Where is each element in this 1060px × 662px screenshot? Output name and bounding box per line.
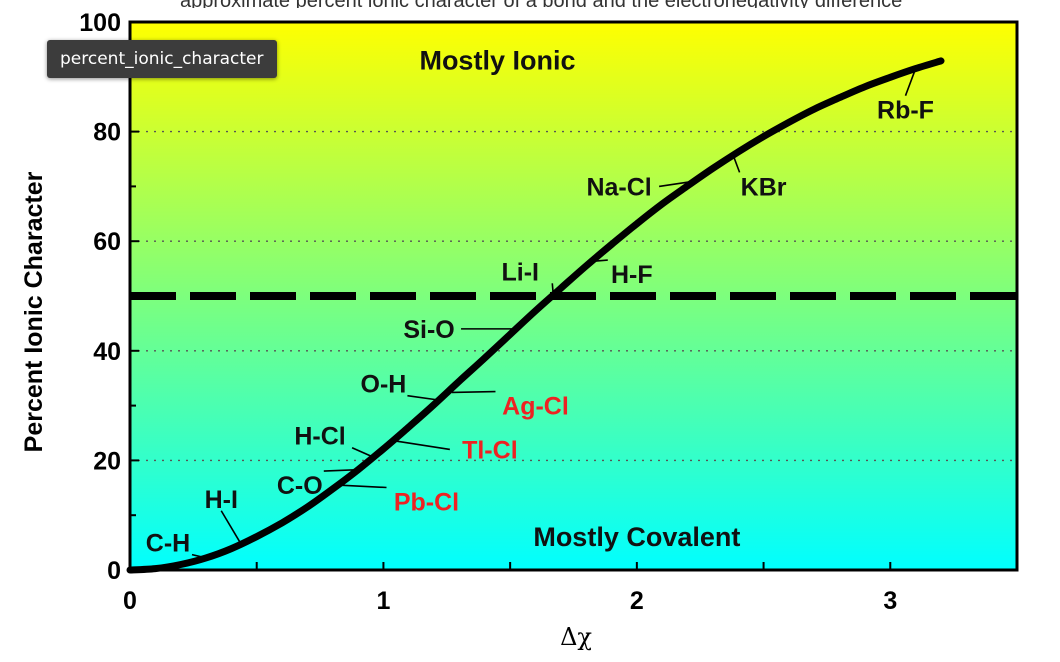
x-axis-label: Δχ	[560, 623, 592, 651]
bond-label: Pb-Cl	[394, 489, 459, 517]
x-tick-label: 1	[376, 587, 390, 615]
annotation-leader	[191, 553, 207, 559]
plot-frame	[128, 20, 1019, 572]
annotation-leader	[351, 447, 374, 458]
annotation-leader	[337, 484, 387, 489]
bond-label: Na-Cl	[586, 173, 651, 201]
annotation-leader	[732, 154, 741, 173]
annotation-leader	[551, 283, 555, 295]
y-tick-label: 80	[93, 119, 121, 147]
bond-label: Si-O	[403, 316, 454, 344]
bond-label: C-O	[277, 472, 323, 500]
annotation-leader	[451, 390, 496, 394]
ionic-character-curve	[126, 57, 945, 574]
y-axis-label: Percent Ionic Character	[20, 171, 48, 452]
bond-label: Tl-Cl	[462, 436, 518, 464]
y-tick-label: 0	[107, 557, 121, 585]
y-tick-label: 40	[93, 338, 121, 366]
annotation-leader	[407, 394, 440, 401]
y-tick-label: 100	[79, 9, 121, 37]
bond-label: Rb-F	[877, 97, 934, 125]
region-label: Mostly Covalent	[533, 522, 740, 552]
cropped-caption-fragment: approximate percent ionic character of a…	[180, 0, 1060, 8]
bond-label: KBr	[741, 173, 787, 201]
y-tick-label: 60	[93, 228, 121, 256]
x-tick-label: 0	[123, 587, 137, 615]
annotation-leader	[591, 259, 608, 263]
region-label: Mostly Ionic	[419, 45, 575, 75]
y-tick-label: 20	[93, 447, 121, 475]
tooltip: percent_ionic_character	[47, 40, 277, 78]
bond-label: Ag-Cl	[502, 393, 569, 421]
bond-label: H-I	[205, 486, 238, 514]
bond-label: Li-I	[502, 258, 540, 286]
annotation-leader	[393, 439, 450, 451]
bond-label: C-H	[146, 530, 190, 558]
annotation-leader	[659, 180, 693, 188]
bond-label: O-H	[361, 371, 407, 399]
x-tick-label: 3	[883, 587, 897, 615]
bond-label: H-Cl	[294, 423, 345, 451]
annotation-leader	[904, 68, 917, 96]
annotation-leader	[323, 468, 359, 472]
x-tick-label: 2	[630, 587, 644, 615]
annotation-leader	[220, 510, 243, 546]
bond-label: H-F	[611, 261, 653, 289]
